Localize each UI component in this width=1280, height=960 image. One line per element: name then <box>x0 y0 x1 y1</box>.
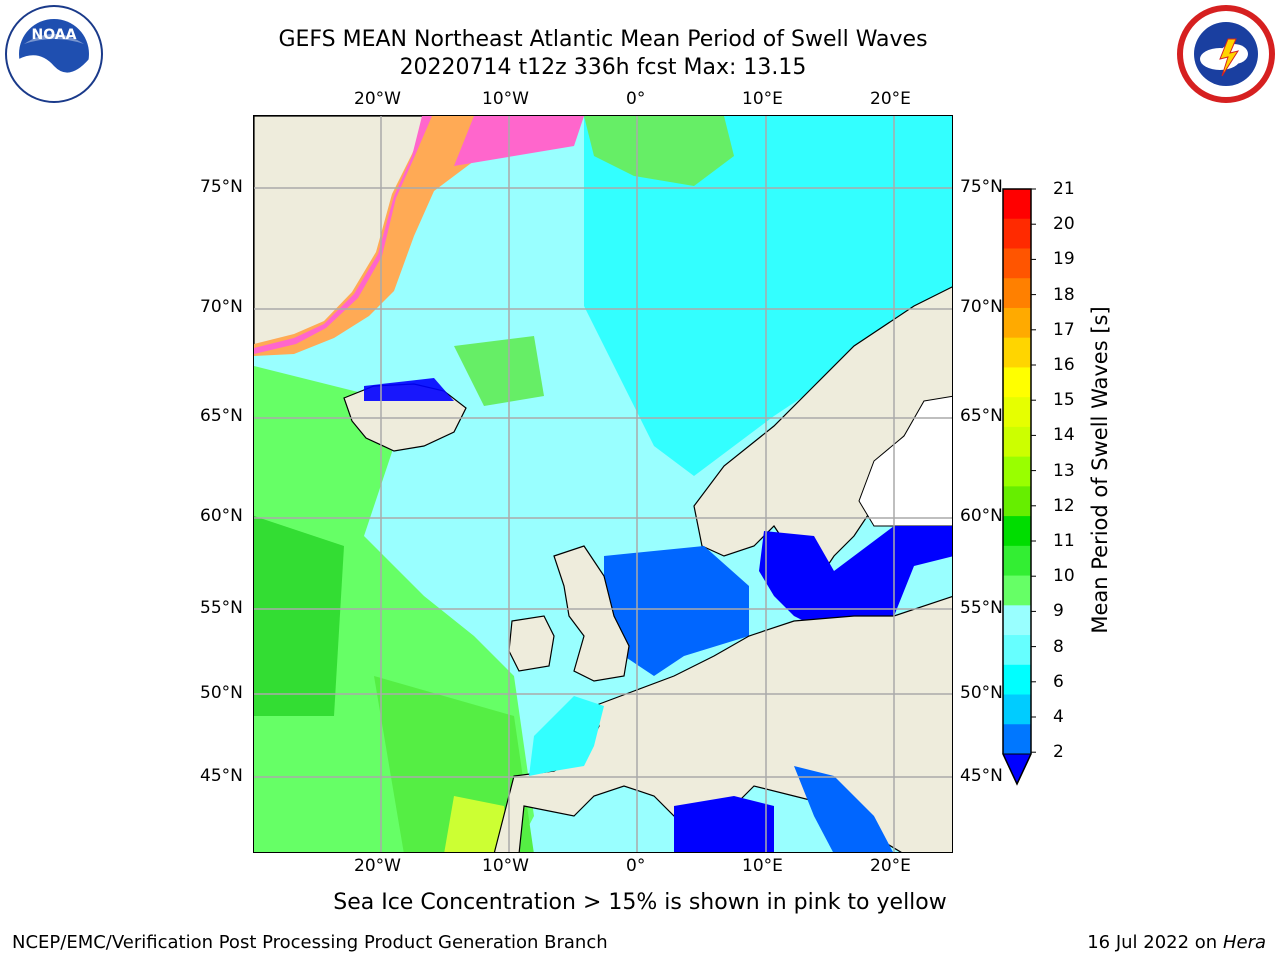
colorbar-segment <box>1003 367 1031 398</box>
lat-label-right-50n: 50°N <box>960 683 1003 703</box>
lat-label-right-45n: 45°N <box>960 766 1003 786</box>
baltic-sea <box>759 526 952 626</box>
colorbar-segment <box>1003 694 1031 725</box>
lat-label-right-75n: 75°N <box>960 177 1003 197</box>
colorbar-segment <box>1003 278 1031 309</box>
great-britain <box>553 545 630 682</box>
ocean-yellow-green-patch <box>444 796 509 852</box>
lat-label-left-65n: 65°N <box>200 406 243 426</box>
noaa-logo-text: NOAA <box>32 27 77 43</box>
lat-label-right-65n: 65°N <box>960 406 1003 426</box>
colorbar-segment <box>1003 397 1031 428</box>
colorbar-tick-label: 10 <box>1053 566 1075 587</box>
colorbar-tick-label: 15 <box>1053 390 1075 411</box>
colorbar-segment <box>1003 486 1031 517</box>
footer-host: Hera <box>1222 932 1266 953</box>
sea-ice-pink-north <box>454 116 584 166</box>
adriatic-tyrrhenian <box>794 766 893 852</box>
colorbar-segment <box>1003 189 1031 220</box>
colorbar-tick-label: 18 <box>1053 284 1075 305</box>
map-panel <box>253 115 953 853</box>
colorbar-tick-label: 4 <box>1053 707 1064 727</box>
colorbar-segment <box>1003 218 1031 249</box>
ocean-cyan-region <box>584 116 952 476</box>
colorbar-extend-arrow <box>1002 753 1032 786</box>
north-sea <box>604 546 749 676</box>
lon-label-bottom-20w: 20°W <box>354 856 401 876</box>
noaa-logo: NOAA <box>5 5 103 103</box>
lon-label-top-10e: 10°E <box>742 89 783 109</box>
colorbar-segment <box>1003 516 1031 547</box>
colorbar-segment <box>1003 575 1031 606</box>
colorbar-segment <box>1003 248 1031 279</box>
colorbar-tick-label: 13 <box>1053 460 1075 481</box>
sea-ice-note: Sea Ice Concentration > 15% is shown in … <box>333 890 947 915</box>
colorbar-tick-label: 21 <box>1053 179 1075 199</box>
colorbar-tick-label: 8 <box>1053 636 1064 657</box>
colorbar-tick-label: 12 <box>1053 495 1075 516</box>
colorbar-tick-label: 2 <box>1053 742 1064 763</box>
colorbar-label: Mean Period of Swell Waves [s] <box>1088 306 1112 634</box>
colorbar-segment <box>1003 664 1031 696</box>
lon-label-bottom-0: 0° <box>626 856 646 876</box>
lat-label-left-75n: 75°N <box>200 177 243 197</box>
swell-period-map <box>254 116 952 852</box>
chart-title: GEFS MEAN Northeast Atlantic Mean Period… <box>278 27 928 52</box>
colorbar-segment <box>1003 635 1031 666</box>
lon-label-bottom-10w: 10°W <box>482 856 529 876</box>
lat-label-left-60n: 60°N <box>200 506 243 526</box>
lon-label-top-0: 0° <box>626 89 646 109</box>
footer-credit: NCEP/EMC/Verification Post Processing Pr… <box>12 932 608 953</box>
lon-label-top-20w: 20°W <box>354 89 401 109</box>
colorbar <box>1002 188 1036 786</box>
ocean-green-iceland-east <box>454 336 544 406</box>
ocean-green-north <box>584 116 734 186</box>
chart-subtitle: 20220714 t12z 336h fcst Max: 13.15 <box>399 55 807 80</box>
lon-label-top-10w: 10°W <box>482 89 529 109</box>
colorbar-tick-label: 16 <box>1053 355 1075 375</box>
lat-label-left-45n: 45°N <box>200 766 243 786</box>
colorbar-segment <box>1003 545 1031 577</box>
lat-label-left-55n: 55°N <box>200 598 243 618</box>
lon-label-top-20e: 20°E <box>870 89 911 109</box>
lat-label-left-50n: 50°N <box>200 683 243 703</box>
lat-label-right-55n: 55°N <box>960 598 1003 618</box>
lat-label-right-70n: 70°N <box>960 297 1003 317</box>
mediterranean-west <box>674 796 774 852</box>
footer-date: 16 Jul 2022 on Hera <box>1087 932 1266 953</box>
lon-label-bottom-10e: 10°E <box>742 856 783 876</box>
colorbar-segment <box>1003 337 1031 368</box>
colorbar-segment <box>1003 605 1031 636</box>
ocean-dark-green-region <box>254 516 344 716</box>
colorbar-segment <box>1003 724 1031 755</box>
colorbar-segment <box>1003 307 1031 339</box>
colorbar-tick-label: 9 <box>1053 601 1064 622</box>
map-gridlines <box>254 116 952 852</box>
colorbar-segment <box>1003 456 1031 487</box>
colorbar-tick-label: 11 <box>1053 531 1075 551</box>
nws-logo <box>1177 5 1275 103</box>
colorbar-tick-label: 6 <box>1053 671 1064 692</box>
lat-label-right-60n: 60°N <box>960 506 1003 526</box>
ireland <box>508 615 555 672</box>
iceland-north-blue <box>364 378 454 401</box>
colorbar-tick-label: 20 <box>1053 214 1075 235</box>
lon-label-bottom-20e: 20°E <box>870 856 911 876</box>
colorbar-border <box>1002 188 1032 786</box>
colorbar-tick-label: 14 <box>1053 425 1075 446</box>
footer-date-text: 16 Jul 2022 on <box>1087 932 1223 953</box>
colorbar-tick-label: 17 <box>1053 319 1075 340</box>
bay-of-biscay <box>529 696 604 776</box>
colorbar-segment <box>1003 426 1031 458</box>
sea-ice-pink <box>254 116 432 354</box>
lat-label-left-70n: 70°N <box>200 297 243 317</box>
finland-white-region <box>858 395 952 527</box>
colorbar-tick-label: 19 <box>1053 249 1075 270</box>
